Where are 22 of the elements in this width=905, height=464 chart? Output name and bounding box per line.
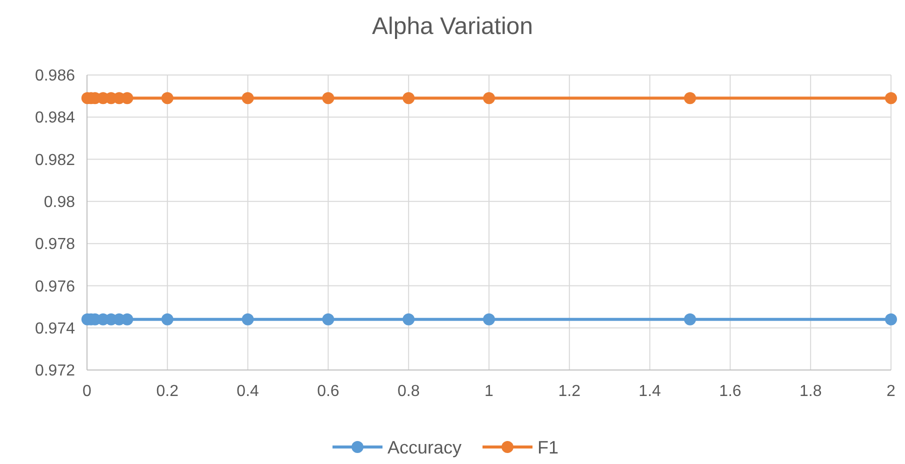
x-tick-label: 1: [484, 383, 494, 400]
x-tick-label: 1.6: [719, 383, 742, 400]
x-tick-label: 0: [82, 383, 92, 400]
y-tick-label: 0.972: [34, 362, 76, 380]
y-tick-label: 0.98: [44, 194, 76, 212]
y-tick-label: 0.974: [34, 320, 76, 338]
chart-title: Alpha Variation: [372, 13, 533, 40]
legend-label: F1: [538, 437, 559, 458]
y-tick-label: 0.984: [34, 110, 76, 127]
x-tick-label: 0.2: [156, 383, 179, 400]
y-tick-label: 0.978: [34, 236, 76, 254]
x-tick-label: 1.4: [638, 383, 662, 400]
x-tick-label: 1.2: [558, 383, 581, 400]
x-tick-label: 0.8: [397, 383, 420, 400]
x-tick-label: 0.6: [317, 383, 340, 400]
y-tick-label: 0.982: [34, 152, 76, 169]
x-tick-label: 0.4: [236, 383, 260, 400]
x-tick-label: 1.8: [799, 383, 822, 400]
x-tick-label: 2: [886, 383, 896, 400]
y-tick-label: 0.976: [34, 278, 76, 296]
y-tick-label: 0.986: [34, 68, 76, 85]
legend-label: Accuracy: [388, 437, 462, 458]
